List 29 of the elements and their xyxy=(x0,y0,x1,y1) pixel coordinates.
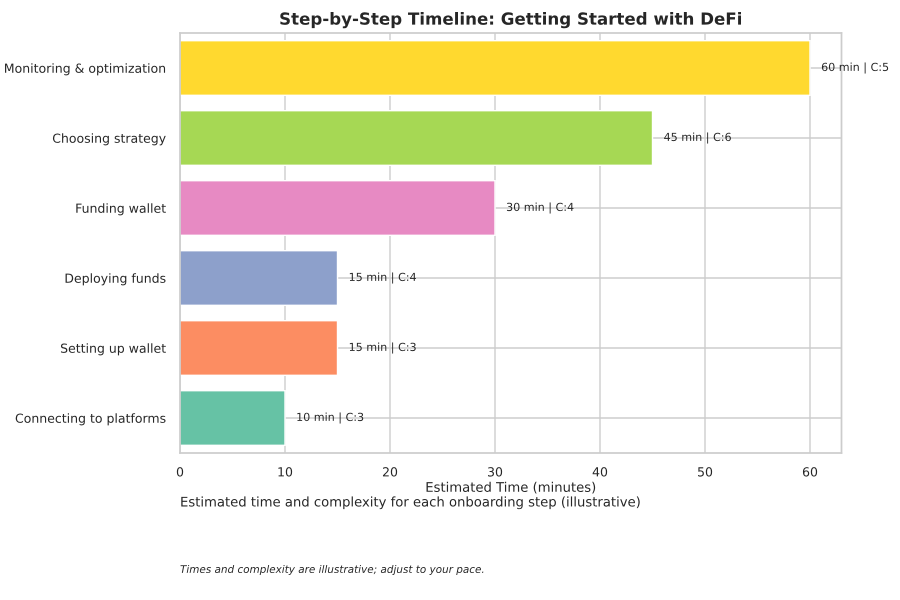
bar xyxy=(180,390,286,446)
x-tick-label: 40 xyxy=(592,467,608,477)
data-label: 60 min | C:5 xyxy=(822,62,888,74)
y-tick-label: Setting up wallet xyxy=(60,343,166,356)
chart-title: Step-by-Step Timeline: Getting Started with DeFi xyxy=(280,12,742,28)
x-tick-label: 0 xyxy=(176,467,184,477)
x-axis-title: Estimated Time (minutes) xyxy=(426,482,596,494)
y-tick-label: Connecting to platforms xyxy=(16,413,166,426)
x-tick-label: 10 xyxy=(278,467,292,477)
x-tick-label: 20 xyxy=(382,467,398,477)
data-label: 30 min | C:4 xyxy=(506,202,574,214)
y-tick-label: Funding wallet xyxy=(76,203,166,216)
data-label: 15 min | C:3 xyxy=(350,342,416,354)
x-tick-label: 30 xyxy=(488,467,502,477)
bar xyxy=(180,40,811,96)
data-label: 10 min | C:3 xyxy=(297,412,364,424)
text: Estimated time and complexity for each onboarding step (illustrative) xyxy=(181,496,640,510)
x-tick-label: 60 xyxy=(802,467,818,477)
bar xyxy=(180,180,496,236)
data-label: 15 min | C:4 xyxy=(350,272,416,284)
data-label: 45 min | C:6 xyxy=(664,132,731,144)
x-tick-label: 50 xyxy=(698,467,712,477)
text: Times and complexity are illustrative; adjust to your pace. xyxy=(180,564,484,576)
y-tick-label: Monitoring & optimization xyxy=(5,63,166,76)
y-tick-label: Choosing strategy xyxy=(52,133,166,146)
bar xyxy=(180,320,338,376)
y-tick-label: Deploying funds xyxy=(66,273,166,286)
bar xyxy=(180,250,338,306)
bar xyxy=(180,110,654,166)
